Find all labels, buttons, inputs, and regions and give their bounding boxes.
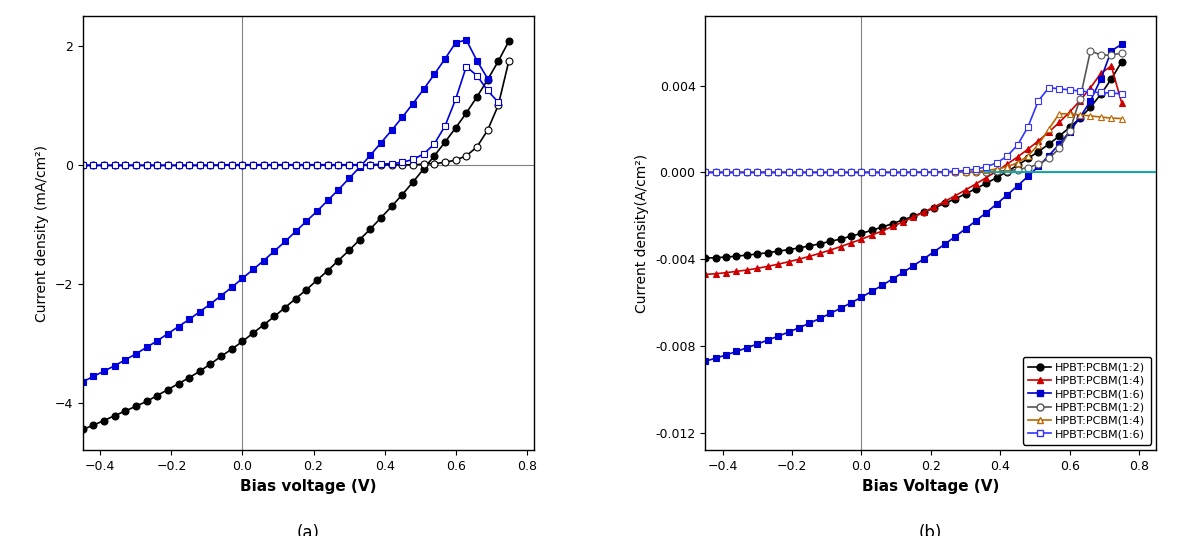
Text: (a): (a) (296, 524, 320, 536)
X-axis label: Bias voltage (V): Bias voltage (V) (240, 479, 376, 494)
Legend: HPBT:PCBM(1:2), HPBT:PCBM(1:4), HPBT:PCBM(1:6), HPBT:PCBM(1:2), HPBT:PCBM(1:4), : HPBT:PCBM(1:2), HPBT:PCBM(1:4), HPBT:PCB… (1023, 357, 1150, 445)
Text: (b): (b) (919, 524, 943, 536)
Y-axis label: Current density(A/cm²): Current density(A/cm²) (636, 154, 649, 312)
X-axis label: Bias Voltage (V): Bias Voltage (V) (863, 479, 999, 494)
Y-axis label: Current density (mA/cm²): Current density (mA/cm²) (35, 145, 48, 322)
